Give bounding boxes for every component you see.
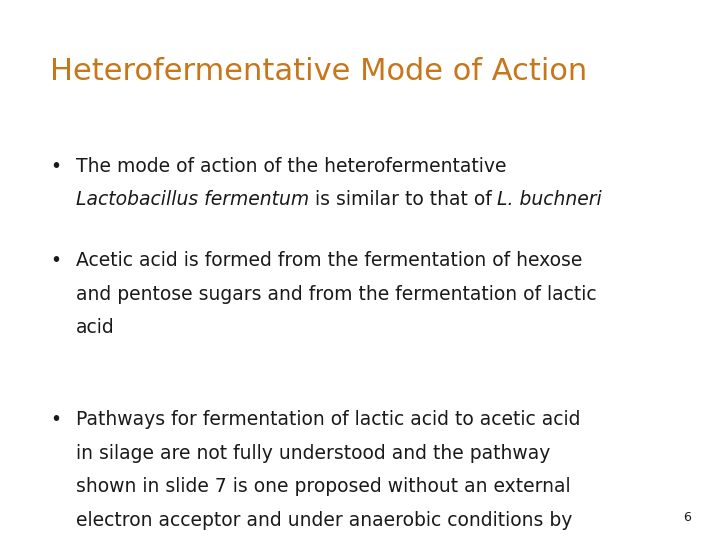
- Text: in silage are not fully understood and the pathway: in silage are not fully understood and t…: [76, 444, 550, 463]
- Text: The mode of action of the heterofermentative: The mode of action of the heterofermenta…: [76, 157, 506, 176]
- Text: acid: acid: [76, 318, 114, 337]
- Text: Lactobacillus fermentum: Lactobacillus fermentum: [76, 190, 309, 209]
- Text: shown in slide 7 is one proposed without an external: shown in slide 7 is one proposed without…: [76, 477, 570, 496]
- Text: Pathways for fermentation of lactic acid to acetic acid: Pathways for fermentation of lactic acid…: [76, 410, 580, 429]
- Text: 6: 6: [683, 511, 691, 524]
- Text: and pentose sugars and from the fermentation of lactic: and pentose sugars and from the fermenta…: [76, 285, 596, 303]
- Text: is similar to that of: is similar to that of: [309, 190, 498, 209]
- Text: •: •: [50, 410, 61, 429]
- Text: Heterofermentative Mode of Action: Heterofermentative Mode of Action: [50, 57, 588, 86]
- Text: •: •: [50, 157, 61, 176]
- Text: •: •: [50, 251, 61, 270]
- Text: Acetic acid is formed from the fermentation of hexose: Acetic acid is formed from the fermentat…: [76, 251, 582, 270]
- Text: L. buchneri: L. buchneri: [498, 190, 602, 209]
- Text: electron acceptor and under anaerobic conditions by: electron acceptor and under anaerobic co…: [76, 511, 572, 530]
